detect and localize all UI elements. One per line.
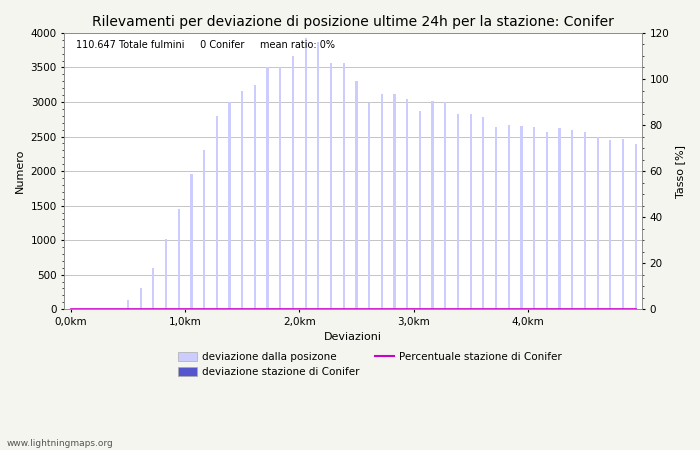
Legend: deviazione dalla posizone, deviazione stazione di Conifer, Percentuale stazione : deviazione dalla posizone, deviazione st… — [174, 347, 566, 382]
Text: www.lightningmaps.org: www.lightningmaps.org — [7, 439, 113, 448]
Bar — [533, 127, 536, 309]
Bar — [419, 111, 421, 309]
Bar — [356, 81, 358, 309]
Bar — [635, 144, 637, 309]
Bar — [216, 116, 218, 309]
Bar — [584, 132, 586, 309]
Bar — [520, 126, 523, 309]
X-axis label: Deviazioni: Deviazioni — [324, 333, 382, 342]
Bar — [596, 136, 598, 309]
Bar — [139, 288, 141, 309]
Bar — [470, 114, 472, 309]
Bar — [546, 132, 548, 309]
Y-axis label: Numero: Numero — [15, 149, 25, 193]
Bar — [381, 94, 383, 309]
Bar — [254, 85, 256, 309]
Bar — [342, 63, 345, 309]
Bar — [203, 150, 205, 309]
Bar — [241, 91, 244, 309]
Bar — [571, 130, 573, 309]
Bar — [279, 67, 281, 309]
Bar — [393, 94, 395, 309]
Bar — [292, 56, 294, 309]
Bar — [178, 209, 180, 309]
Bar — [622, 139, 624, 309]
Bar — [267, 68, 269, 309]
Bar — [406, 99, 408, 309]
Bar — [482, 117, 484, 309]
Bar — [317, 42, 319, 309]
Bar — [152, 268, 155, 309]
Bar — [127, 300, 129, 309]
Bar — [457, 114, 459, 309]
Bar — [190, 174, 192, 309]
Bar — [431, 101, 434, 309]
Bar — [559, 128, 561, 309]
Bar — [444, 102, 447, 309]
Bar — [368, 104, 370, 309]
Bar — [330, 63, 332, 309]
Y-axis label: Tasso [%]: Tasso [%] — [675, 144, 685, 198]
Bar — [508, 125, 510, 309]
Bar — [609, 140, 611, 309]
Bar — [228, 102, 230, 309]
Bar — [304, 38, 307, 309]
Text: 110.647 Totale fulmini     0 Conifer     mean ratio: 0%: 110.647 Totale fulmini 0 Conifer mean ra… — [76, 40, 335, 50]
Bar — [165, 239, 167, 309]
Title: Rilevamenti per deviazione di posizione ultime 24h per la stazione: Conifer: Rilevamenti per deviazione di posizione … — [92, 15, 614, 29]
Bar — [495, 127, 497, 309]
